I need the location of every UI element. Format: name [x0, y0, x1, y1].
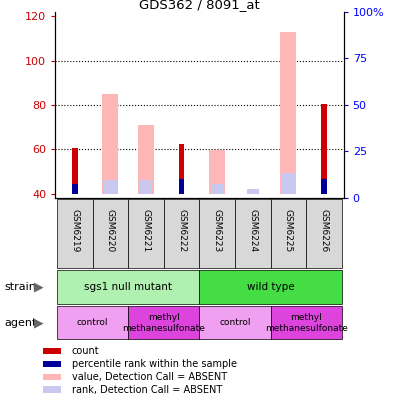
Bar [179, 179, 184, 194]
Bar [57, 306, 128, 339]
Bar [322, 179, 327, 194]
Bar [104, 180, 117, 194]
Bar [322, 104, 327, 194]
Text: count: count [72, 346, 100, 356]
Text: wild type: wild type [247, 282, 295, 292]
Bar [43, 373, 61, 380]
Bar [246, 189, 259, 194]
Bar [211, 184, 224, 194]
Text: control: control [77, 318, 109, 327]
Text: sgs1 null mutant: sgs1 null mutant [84, 282, 172, 292]
Bar [271, 306, 342, 339]
Text: methyl
methanesulfonate: methyl methanesulfonate [265, 313, 348, 333]
Text: GSM6224: GSM6224 [248, 209, 258, 252]
Text: GSM6226: GSM6226 [320, 209, 329, 252]
Bar [306, 200, 342, 268]
Bar [57, 200, 93, 268]
Bar [138, 125, 154, 194]
Bar [57, 270, 199, 304]
Bar [72, 184, 77, 194]
Bar [72, 148, 77, 194]
Text: strain: strain [4, 282, 36, 292]
Bar [43, 348, 61, 354]
Text: GSM6219: GSM6219 [70, 209, 79, 252]
Text: methyl
methanesulfonate: methyl methanesulfonate [122, 313, 205, 333]
Bar [235, 200, 271, 268]
Text: ▶: ▶ [34, 281, 43, 293]
Text: rank, Detection Call = ABSENT: rank, Detection Call = ABSENT [72, 385, 222, 394]
Bar [280, 32, 297, 194]
Bar [199, 200, 235, 268]
Bar [93, 200, 128, 268]
Bar [43, 361, 61, 367]
Bar [128, 306, 199, 339]
Text: GSM6220: GSM6220 [106, 209, 115, 252]
Bar [43, 386, 61, 393]
Text: GSM6225: GSM6225 [284, 209, 293, 252]
Bar [102, 94, 118, 194]
Bar [164, 200, 199, 268]
Text: percentile rank within the sample: percentile rank within the sample [72, 359, 237, 369]
Title: GDS362 / 8091_at: GDS362 / 8091_at [139, 0, 260, 11]
Text: ▶: ▶ [34, 316, 43, 329]
Text: value, Detection Call = ABSENT: value, Detection Call = ABSENT [72, 372, 227, 382]
Bar [271, 200, 306, 268]
Bar [140, 180, 152, 194]
Bar [209, 150, 225, 194]
Text: GSM6221: GSM6221 [141, 209, 150, 252]
Bar [282, 173, 295, 194]
Bar [179, 144, 184, 194]
Text: control: control [219, 318, 251, 327]
Bar [199, 270, 342, 304]
Text: GSM6222: GSM6222 [177, 209, 186, 252]
Text: GSM6223: GSM6223 [213, 209, 222, 252]
Text: agent: agent [4, 318, 36, 328]
Bar [128, 200, 164, 268]
Bar [199, 306, 271, 339]
